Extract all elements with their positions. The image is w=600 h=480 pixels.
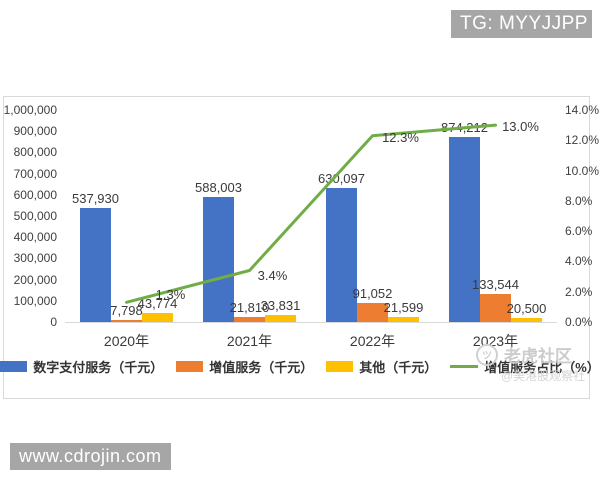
bar-label: 21,810	[229, 300, 270, 316]
bar	[449, 136, 480, 322]
bar-label: 21,599	[383, 300, 424, 316]
y-axis-tick-right: 10.0%	[565, 163, 600, 178]
y-axis-tick-left: 300,000	[13, 251, 57, 266]
bar-label: 7,798	[110, 303, 143, 319]
bar	[234, 317, 265, 322]
y-axis-tick-left: 800,000	[13, 145, 57, 160]
tiger-logo-icon: ツ	[476, 343, 498, 366]
y-axis-tick-left: 700,000	[13, 166, 57, 181]
y-axis-tick-right: 8.0%	[565, 193, 593, 208]
x-axis-label: 2021年	[226, 333, 273, 349]
y-axis-tick-left: 900,000	[13, 124, 57, 139]
watermark-account: @美港股观察社	[501, 367, 585, 384]
bar	[326, 188, 357, 322]
legend-item: 数字支付服务（千元）	[0, 357, 163, 376]
y-axis-tick-right: 12.0%	[565, 133, 600, 148]
legend-bar-swatch	[176, 360, 204, 372]
percent-label: 13.0%	[502, 119, 539, 135]
bar-label: 33,831	[260, 297, 301, 313]
percent-label: 3.4%	[257, 267, 288, 283]
bar-label: 133,544	[472, 276, 519, 292]
y-axis-tick-left: 100,000	[13, 293, 57, 308]
bar-label: 91,052	[352, 285, 393, 301]
legend-label: 增值服务占比（%）	[484, 359, 600, 375]
website-badge-text: www.cdrojin.com	[19, 446, 162, 466]
watermark-community-text: 老虎社区	[504, 347, 572, 366]
bar	[357, 302, 388, 322]
bar	[265, 314, 296, 322]
legend-label: 其他（千元）	[359, 359, 438, 375]
y-axis-tick-left: 500,000	[13, 209, 57, 223]
x-axis-label: 2020年	[103, 333, 150, 349]
x-axis-label: 2022年	[349, 333, 396, 349]
website-badge: www.cdrojin.com	[10, 443, 171, 470]
y-axis-tick-left: 600,000	[13, 187, 57, 202]
watermark-community: ツ 老虎社区	[476, 342, 572, 367]
legend-item: 其他（千元）	[326, 357, 437, 376]
y-axis-tick-left: 0	[50, 315, 57, 329]
x-axis-line	[65, 322, 557, 323]
bar-label: 20,500	[506, 300, 547, 316]
legend-label: 增值服务（千元）	[209, 359, 314, 375]
legend-line-swatch	[450, 364, 479, 368]
bar-label: 630,097	[318, 171, 365, 187]
y-axis-tick-right: 2.0%	[565, 284, 593, 299]
telegram-badge: TG: MYYJJPP	[451, 10, 592, 38]
telegram-badge-text: TG: MYYJJPP	[460, 13, 588, 34]
y-axis-tick-left: 400,000	[13, 230, 57, 245]
y-axis-tick-right: 4.0%	[565, 254, 593, 269]
legend-bar-swatch	[0, 360, 28, 372]
legend-label: 数字支付服务（千元）	[33, 359, 164, 375]
bar-label: 588,003	[195, 180, 242, 196]
y-axis-tick-right: 6.0%	[565, 224, 593, 239]
legend-item: 增值服务占比（%）	[450, 357, 600, 376]
legend-bar-swatch	[326, 360, 354, 372]
percent-label: 12.3%	[382, 129, 419, 145]
bar	[388, 317, 419, 322]
y-axis-tick-left: 1,000,000	[3, 103, 57, 117]
y-axis-tick-right: 0.0%	[565, 315, 593, 329]
bar	[142, 312, 173, 322]
y-axis-tick-left: 200,000	[13, 272, 57, 287]
bar	[111, 320, 142, 322]
bar-label: 537,930	[72, 191, 119, 206]
bar	[511, 317, 542, 322]
watermark-account-text: @美港股观察社	[501, 369, 586, 383]
bar	[80, 208, 111, 322]
legend-item: 增值服务（千元）	[176, 357, 313, 376]
y-axis-tick-right: 14.0%	[565, 103, 600, 117]
percent-label: 1.3%	[155, 287, 186, 303]
legend: 数字支付服务（千元） 增值服务（千元） 其他（千元） 增值服务占比（%）	[0, 355, 600, 377]
